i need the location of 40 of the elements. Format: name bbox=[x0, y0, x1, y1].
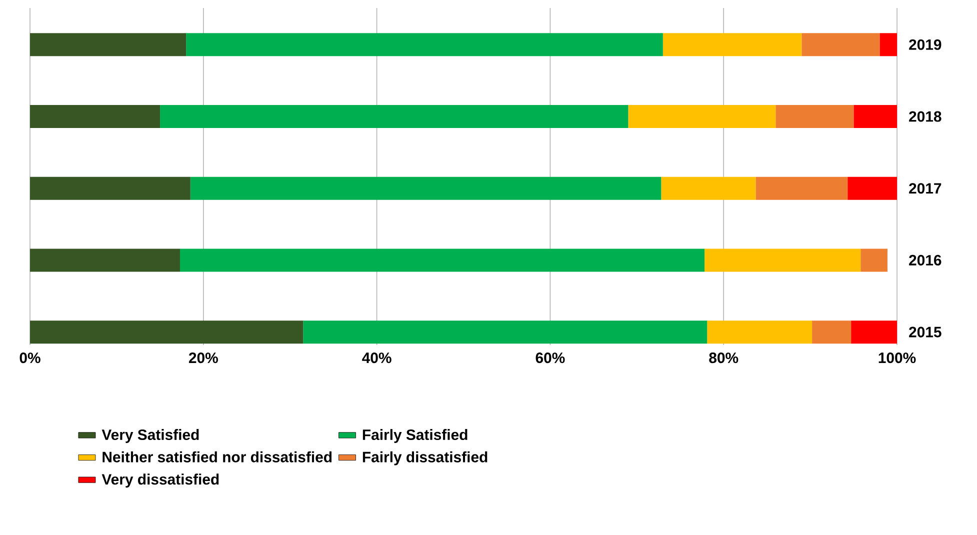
y-tick-label: 2017 bbox=[909, 183, 942, 194]
bar bbox=[30, 320, 304, 344]
bar bbox=[30, 105, 160, 128]
y-tick-label: 2016 bbox=[909, 254, 942, 266]
x-tick-label: 20% bbox=[188, 352, 218, 364]
legend-label: Very Satisfied bbox=[102, 429, 199, 443]
x-tick-label: 60% bbox=[536, 352, 565, 364]
bar bbox=[776, 105, 854, 128]
bar bbox=[756, 176, 848, 200]
bar bbox=[704, 248, 861, 272]
bar bbox=[186, 33, 663, 56]
x-tick-label: 80% bbox=[709, 352, 738, 364]
bar bbox=[848, 176, 898, 200]
bar bbox=[30, 33, 186, 56]
bar bbox=[628, 105, 776, 128]
bar bbox=[802, 33, 880, 56]
bar bbox=[303, 320, 708, 344]
bar bbox=[851, 320, 898, 344]
bar bbox=[880, 33, 898, 56]
x-tick-label: 40% bbox=[362, 352, 392, 364]
bar bbox=[30, 176, 190, 200]
bar bbox=[180, 248, 705, 272]
bar bbox=[854, 105, 898, 128]
y-tick-label: 2015 bbox=[909, 326, 942, 338]
x-tick-label: 100% bbox=[878, 352, 916, 364]
bar bbox=[30, 248, 180, 272]
legend-label: Fairly Satisfied bbox=[362, 429, 468, 443]
bar bbox=[190, 176, 662, 200]
y-tick-label: 2019 bbox=[909, 39, 942, 50]
legend-label: Neither satisfied nor dissatisfied bbox=[102, 451, 332, 462]
bar bbox=[662, 33, 802, 56]
legend-label: Very dissatisfied bbox=[102, 474, 219, 488]
legend-label: Fairly dissatisfied bbox=[362, 451, 488, 466]
bar bbox=[860, 248, 888, 272]
x-tick-label: 0% bbox=[20, 352, 40, 364]
bar bbox=[661, 176, 756, 200]
bar bbox=[707, 320, 812, 344]
bar bbox=[160, 105, 628, 128]
y-tick-label: 2018 bbox=[909, 111, 942, 122]
bar bbox=[812, 320, 852, 344]
